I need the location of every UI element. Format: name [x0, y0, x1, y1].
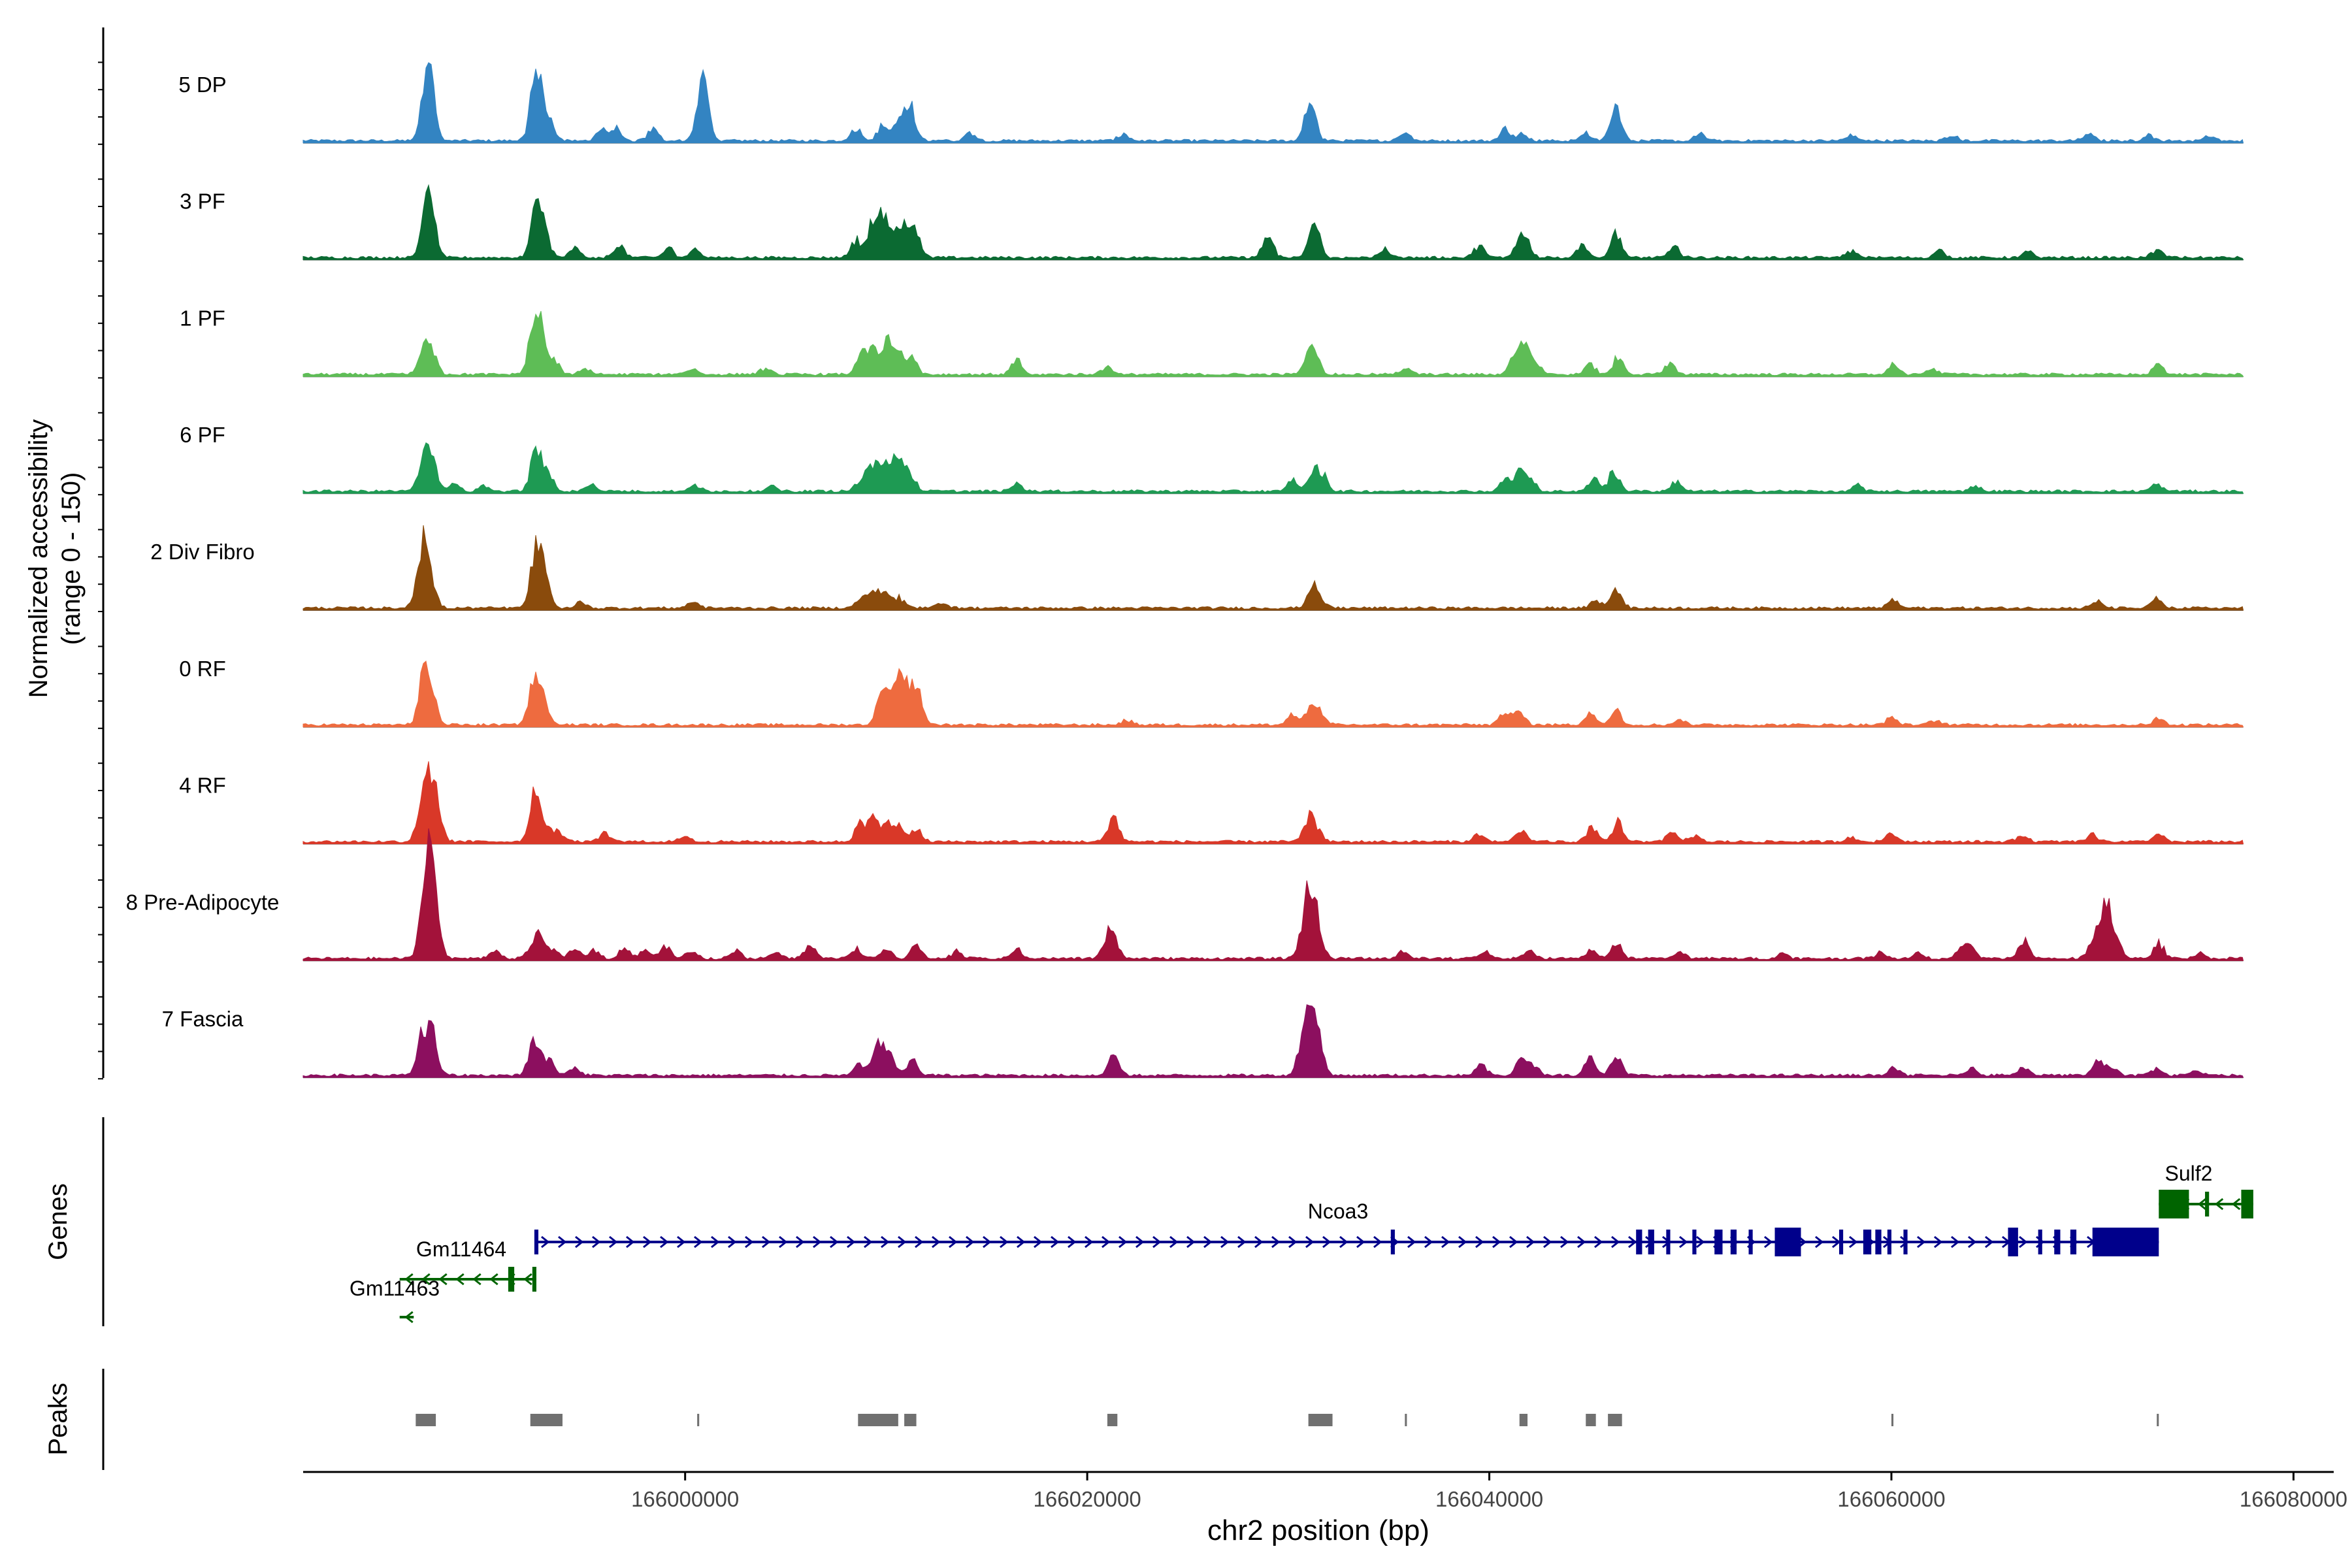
- track-1-pf: 1 PF: [180, 306, 2244, 378]
- coverage-tracks: 5 DP 3 PF 1 PF 6 PF 2 Div Fibro 0 RF 4 RF 8 Pre…: [126, 62, 2244, 1079]
- peak-region: [2157, 1414, 2159, 1426]
- peak-region: [1308, 1414, 1333, 1426]
- exon: [1875, 1230, 1882, 1254]
- track-4-rf: 4 RF: [179, 761, 2244, 845]
- track-3-pf: 3 PF: [180, 184, 2244, 261]
- coverage-signal: [302, 442, 2244, 494]
- x-tick-label: 166000000: [631, 1487, 739, 1511]
- x-axis-label: chr2 position (bp): [1207, 1514, 1429, 1546]
- peak-region: [904, 1414, 917, 1426]
- gene-label: Gm11463: [350, 1277, 440, 1300]
- coverage-signal: [302, 828, 2244, 961]
- x-tick-label: 166060000: [1837, 1487, 1945, 1511]
- gene-sulf2: Sulf2: [2159, 1162, 2253, 1218]
- exon: [2038, 1230, 2042, 1254]
- exon: [1648, 1230, 1654, 1254]
- coverage-signal: [302, 525, 2244, 611]
- peak-region: [697, 1414, 700, 1426]
- track-label: 3 PF: [180, 189, 225, 214]
- exon: [1730, 1230, 1737, 1254]
- x-tick-label: 166020000: [1034, 1487, 1141, 1511]
- exon: [1887, 1230, 1892, 1254]
- peak-region: [1891, 1414, 1894, 1426]
- gene-gm11463: Gm11463: [350, 1277, 440, 1324]
- exon: [2054, 1230, 2061, 1254]
- track-7-fascia: 7 Fascia: [162, 1004, 2244, 1079]
- exon: [534, 1230, 539, 1254]
- track-label: 1 PF: [180, 306, 225, 330]
- coverage-signal: [302, 1004, 2244, 1078]
- exon: [1390, 1230, 1395, 1254]
- exon: [1903, 1230, 1908, 1254]
- coverage-signal: [302, 311, 2244, 377]
- exon: [1863, 1230, 1872, 1254]
- tracks-ylabel-line1: Normalized accessibility: [24, 419, 53, 698]
- exon: [2008, 1228, 2018, 1256]
- gene-gm11464: Gm11464: [399, 1237, 536, 1292]
- track-0-rf: 0 RF: [179, 657, 2244, 728]
- track-label: 7 Fascia: [162, 1007, 244, 1031]
- coverage-signal: [302, 661, 2244, 728]
- coverage-signal: [302, 62, 2244, 144]
- track-label: 0 RF: [179, 657, 226, 681]
- track-label: 6 PF: [180, 423, 225, 447]
- track-2-div-fibro: 2 Div Fibro: [150, 525, 2244, 611]
- peak-region: [1405, 1414, 1407, 1426]
- exon: [2241, 1190, 2253, 1218]
- gene-ncoa3: Ncoa3: [534, 1200, 2159, 1256]
- tracks-y-axis: [98, 27, 105, 1080]
- exon: [2092, 1228, 2159, 1256]
- exon: [2205, 1192, 2210, 1217]
- track-label: 8 Pre-Adipocyte: [126, 890, 280, 914]
- gene-label: Sulf2: [2165, 1162, 2213, 1185]
- genes-panel-label: Genes: [44, 1183, 73, 1260]
- exon: [1666, 1230, 1671, 1254]
- track-8-pre-adipocyte: 8 Pre-Adipocyte: [126, 828, 2244, 962]
- x-tick-label: 166080000: [2240, 1487, 2347, 1511]
- peak-region: [1586, 1414, 1596, 1426]
- peak-region: [530, 1414, 563, 1426]
- track-6-pf: 6 PF: [180, 423, 2244, 495]
- exon: [532, 1267, 536, 1292]
- exon: [1748, 1230, 1753, 1254]
- coverage-signal: [302, 761, 2244, 845]
- exon: [2159, 1190, 2189, 1218]
- x-tick-label: 166040000: [1435, 1487, 1543, 1511]
- peaks-panel-label: Peaks: [44, 1382, 73, 1455]
- peak-region: [858, 1414, 898, 1426]
- exon: [1774, 1228, 1801, 1256]
- exon: [2070, 1230, 2077, 1254]
- peak-region: [1519, 1414, 1528, 1426]
- track-label: 4 RF: [179, 774, 226, 798]
- tracks-ylabel-line2: (range 0 - 150): [57, 472, 86, 645]
- exon: [1692, 1230, 1697, 1254]
- peak-region: [1107, 1414, 1118, 1426]
- coverage-signal: [302, 184, 2244, 261]
- peak-region: [416, 1414, 436, 1426]
- exon: [1714, 1230, 1723, 1254]
- exon: [1636, 1230, 1642, 1254]
- exon: [508, 1267, 515, 1292]
- track-label: 5 DP: [178, 73, 226, 97]
- x-axis: 166000000 166020000 166040000 166060000 1660…: [303, 1471, 2347, 1511]
- gene-annotations: Ncoa3 Sulf2 Gm11464 Gm11463: [350, 1162, 2253, 1324]
- track-5-dp: 5 DP: [178, 62, 2244, 144]
- gene-label: Ncoa3: [1308, 1200, 1369, 1223]
- peak-region: [1608, 1414, 1622, 1426]
- track-label: 2 Div Fibro: [150, 540, 255, 564]
- gene-label: Gm11464: [416, 1237, 506, 1261]
- exon: [1839, 1230, 1844, 1254]
- peak-regions: [416, 1414, 2159, 1426]
